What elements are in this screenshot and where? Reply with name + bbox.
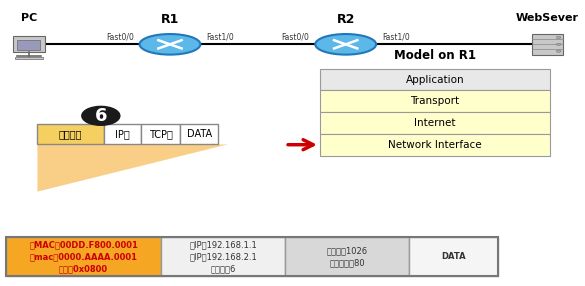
Circle shape bbox=[556, 36, 561, 39]
Text: DATA: DATA bbox=[442, 252, 466, 261]
Text: IP头: IP头 bbox=[115, 129, 130, 139]
Text: Network Interface: Network Interface bbox=[388, 140, 482, 150]
FancyBboxPatch shape bbox=[320, 90, 550, 112]
Text: Model on R1: Model on R1 bbox=[394, 49, 476, 62]
FancyBboxPatch shape bbox=[6, 237, 161, 276]
FancyBboxPatch shape bbox=[104, 124, 141, 144]
FancyBboxPatch shape bbox=[15, 57, 43, 59]
Text: 6: 6 bbox=[95, 107, 107, 125]
Text: 源MAC：00DD.F800.0001
目mac：0000.AAAA.0001
类型：0x0800: 源MAC：00DD.F800.0001 目mac：0000.AAAA.0001 … bbox=[29, 241, 138, 273]
FancyBboxPatch shape bbox=[161, 237, 285, 276]
FancyBboxPatch shape bbox=[13, 36, 44, 52]
FancyBboxPatch shape bbox=[320, 69, 550, 90]
Text: 源IP：192.168.1.1
目IP：192.168.2.1
协议号：6: 源IP：192.168.1.1 目IP：192.168.2.1 协议号：6 bbox=[190, 241, 257, 273]
Circle shape bbox=[556, 43, 561, 45]
Text: PC: PC bbox=[20, 13, 37, 23]
Ellipse shape bbox=[315, 34, 376, 55]
Text: Fast0/0: Fast0/0 bbox=[281, 33, 309, 42]
Text: Fast0/0: Fast0/0 bbox=[106, 33, 134, 42]
Text: R2: R2 bbox=[336, 13, 355, 25]
Text: R1: R1 bbox=[161, 13, 179, 25]
Text: TCP头: TCP头 bbox=[149, 129, 173, 139]
Text: Internet: Internet bbox=[414, 118, 456, 128]
FancyBboxPatch shape bbox=[37, 124, 104, 144]
Text: Fast1/0: Fast1/0 bbox=[382, 33, 409, 42]
FancyBboxPatch shape bbox=[18, 40, 40, 50]
Polygon shape bbox=[37, 144, 228, 192]
Circle shape bbox=[556, 50, 561, 52]
FancyBboxPatch shape bbox=[320, 134, 550, 156]
FancyBboxPatch shape bbox=[285, 237, 409, 276]
FancyBboxPatch shape bbox=[180, 124, 218, 144]
Text: 源端口号1026
目的端口号80: 源端口号1026 目的端口号80 bbox=[326, 246, 368, 267]
Text: Fast1/0: Fast1/0 bbox=[206, 33, 234, 42]
FancyBboxPatch shape bbox=[532, 34, 563, 55]
Text: DATA: DATA bbox=[187, 129, 212, 139]
FancyBboxPatch shape bbox=[141, 124, 180, 144]
Text: Application: Application bbox=[405, 75, 464, 84]
Circle shape bbox=[82, 106, 120, 125]
Text: Transport: Transport bbox=[411, 96, 460, 106]
Text: 以太网头: 以太网头 bbox=[59, 129, 82, 139]
FancyBboxPatch shape bbox=[320, 112, 550, 134]
Ellipse shape bbox=[140, 34, 201, 55]
Text: WebSever: WebSever bbox=[516, 13, 579, 23]
FancyBboxPatch shape bbox=[409, 237, 498, 276]
